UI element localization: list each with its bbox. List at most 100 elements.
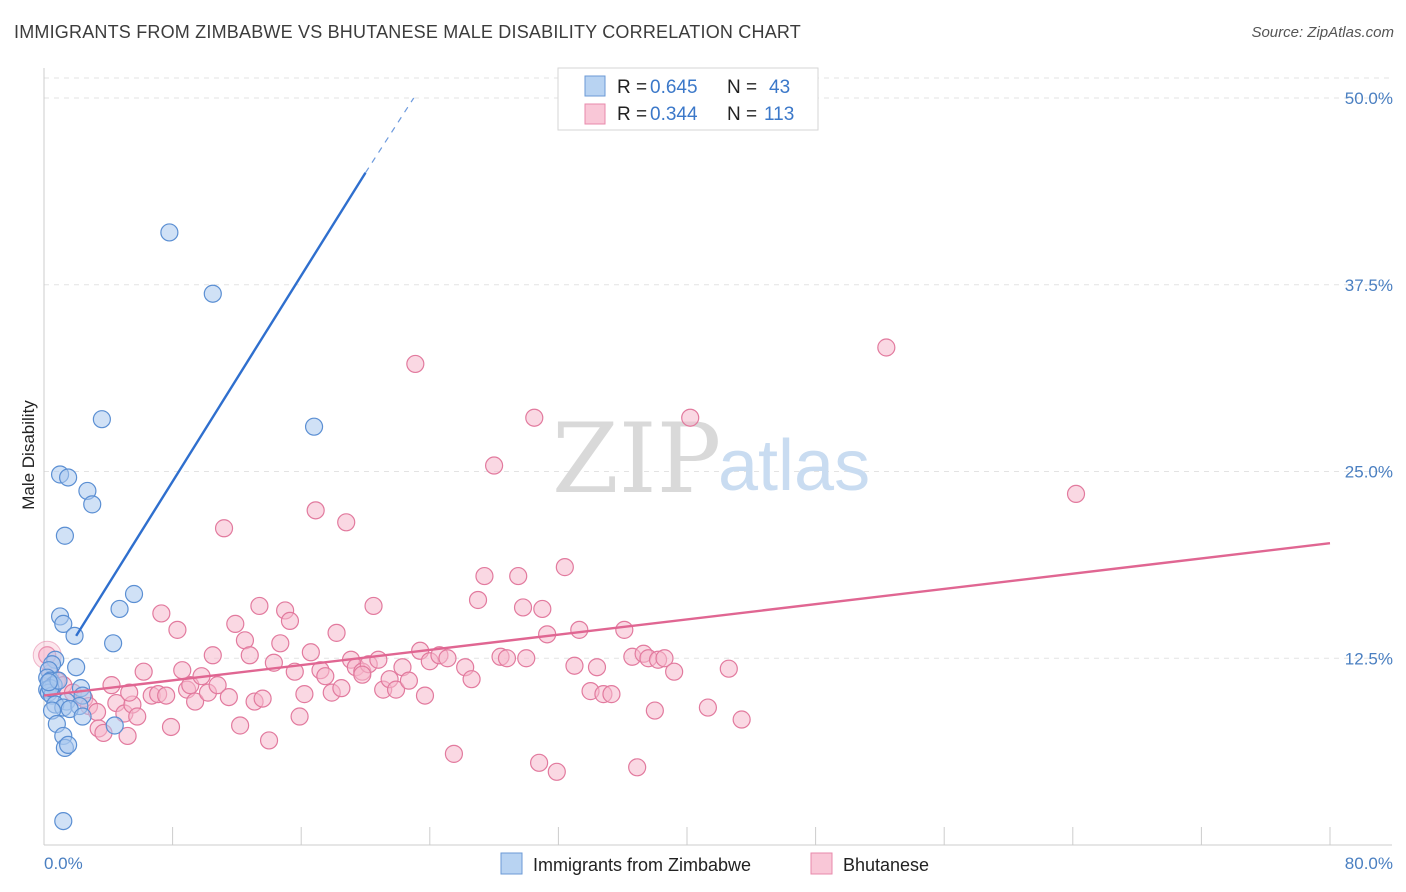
pink-point-20 bbox=[157, 686, 176, 705]
legend-swatch-blue bbox=[584, 75, 606, 97]
pink-point-67 bbox=[406, 354, 425, 374]
trend-lines bbox=[43, 97, 1331, 697]
pink-point-38 bbox=[250, 596, 269, 616]
blue-point-39 bbox=[54, 811, 73, 831]
blue-point-10 bbox=[110, 599, 129, 619]
pink-point-51 bbox=[316, 667, 335, 686]
bottom-legend-swatch-pink bbox=[810, 852, 833, 875]
blue-point-9 bbox=[124, 584, 144, 604]
pink-point-23 bbox=[173, 661, 192, 680]
blue-point-14 bbox=[104, 634, 123, 653]
blue-point-38 bbox=[59, 735, 78, 755]
chart-title: IMMIGRANTS FROM ZIMBABWE VS BHUTANESE MA… bbox=[14, 22, 801, 42]
pink-point-39 bbox=[253, 689, 272, 708]
blue-point-33 bbox=[73, 707, 92, 726]
pink-point-53 bbox=[327, 623, 346, 642]
pink-point-87 bbox=[547, 762, 566, 781]
pink-point-54 bbox=[332, 679, 351, 698]
pink-point-73 bbox=[444, 744, 464, 763]
y-tick-label-1: 25.0% bbox=[1345, 463, 1393, 482]
pink-point-66 bbox=[399, 671, 419, 690]
pink-point-92 bbox=[587, 658, 607, 677]
blue-point-35 bbox=[105, 716, 124, 735]
correlation-legend: R = 0.645 N = 43 R = 0.344 N = 113 bbox=[557, 67, 819, 131]
y-axis-title: Male Disability bbox=[19, 400, 38, 510]
blue-point-2 bbox=[92, 410, 111, 429]
bhutanese-points bbox=[32, 338, 1086, 781]
pink-point-60 bbox=[364, 596, 383, 616]
legend-r-label-1: R = bbox=[617, 77, 647, 98]
grid-lines bbox=[44, 77, 1392, 659]
pink-point-76 bbox=[468, 590, 488, 610]
blue-point-0 bbox=[160, 223, 179, 242]
legend-r-value-1: 0.645 bbox=[650, 77, 698, 98]
pink-point-90 bbox=[570, 620, 589, 639]
y-tick-label-3: 50.0% bbox=[1345, 89, 1393, 108]
pink-point-112 bbox=[120, 683, 139, 702]
blue-point-3 bbox=[304, 417, 324, 436]
pink-point-85 bbox=[533, 599, 552, 619]
y-tick-label-2: 37.5% bbox=[1345, 276, 1393, 295]
pink-point-30 bbox=[208, 676, 227, 695]
bottom-legend-label-bhutanese: Bhutanese bbox=[843, 855, 929, 875]
legend-n-label-2: N = bbox=[727, 104, 757, 125]
legend-r-value-2: 0.344 bbox=[650, 104, 698, 125]
pink-point-31 bbox=[214, 519, 234, 538]
pink-point-10 bbox=[102, 676, 121, 695]
chart-source: Source: ZipAtlas.com bbox=[1251, 24, 1394, 41]
y-tick-label-0: 12.5% bbox=[1345, 649, 1393, 668]
pink-point-46 bbox=[290, 707, 309, 726]
blue-point-12 bbox=[54, 614, 73, 633]
pink-point-109 bbox=[1066, 484, 1086, 504]
pink-point-42 bbox=[271, 634, 290, 653]
pink-point-64 bbox=[386, 680, 406, 699]
pink-point-108 bbox=[877, 338, 896, 357]
pink-point-88 bbox=[555, 558, 574, 577]
blue-trend-line bbox=[75, 172, 367, 637]
blue-point-7 bbox=[83, 495, 102, 514]
pink-point-49 bbox=[306, 501, 325, 520]
pink-point-55 bbox=[337, 513, 356, 532]
pink-point-69 bbox=[415, 686, 435, 705]
axes bbox=[43, 68, 1392, 846]
pink-point-95 bbox=[615, 620, 634, 639]
pink-point-26 bbox=[186, 692, 205, 711]
pink-point-75 bbox=[462, 670, 481, 689]
pink-point-103 bbox=[665, 662, 684, 681]
pink-point-100 bbox=[645, 701, 664, 720]
legend-r-label-2: R = bbox=[617, 104, 647, 125]
pink-point-15 bbox=[128, 707, 147, 726]
pink-point-19 bbox=[152, 604, 171, 623]
pink-point-44 bbox=[280, 611, 300, 631]
bottom-legend-label-zimbabwe: Immigrants from Zimbabwe bbox=[533, 855, 751, 875]
pink-point-21 bbox=[161, 717, 181, 737]
pink-point-48 bbox=[301, 643, 320, 662]
pink-point-107 bbox=[732, 710, 751, 729]
blue-point-42 bbox=[39, 673, 58, 692]
pink-point-32 bbox=[219, 687, 238, 707]
pink-point-82 bbox=[513, 598, 533, 617]
legend-swatch-pink bbox=[584, 103, 606, 125]
bottom-legend-swatch-blue bbox=[500, 852, 523, 875]
pink-point-22 bbox=[168, 620, 187, 639]
legend-n-value-2: 113 bbox=[764, 104, 794, 125]
pink-point-97 bbox=[628, 758, 647, 777]
blue-point-1 bbox=[203, 284, 222, 303]
legend-n-label-1: N = bbox=[727, 77, 757, 98]
watermark-atlas: atlas bbox=[718, 426, 870, 506]
blue-point-8 bbox=[55, 526, 74, 545]
pink-point-105 bbox=[698, 698, 717, 717]
tick-labels: 12.5% 25.0% 37.5% 50.0% 0.0% 80.0% bbox=[44, 89, 1393, 873]
pink-point-104 bbox=[681, 408, 700, 427]
pink-point-84 bbox=[530, 753, 549, 772]
pink-point-94 bbox=[602, 685, 621, 704]
blue-trend-extension bbox=[364, 97, 415, 174]
pink-point-110 bbox=[517, 649, 536, 668]
pink-point-13 bbox=[118, 726, 137, 746]
x-tick-label-0: 0.0% bbox=[44, 854, 83, 873]
pink-point-34 bbox=[231, 716, 250, 735]
legend-n-value-1: 43 bbox=[769, 77, 790, 98]
pink-point-106 bbox=[719, 659, 738, 678]
pink-point-47 bbox=[295, 685, 314, 704]
